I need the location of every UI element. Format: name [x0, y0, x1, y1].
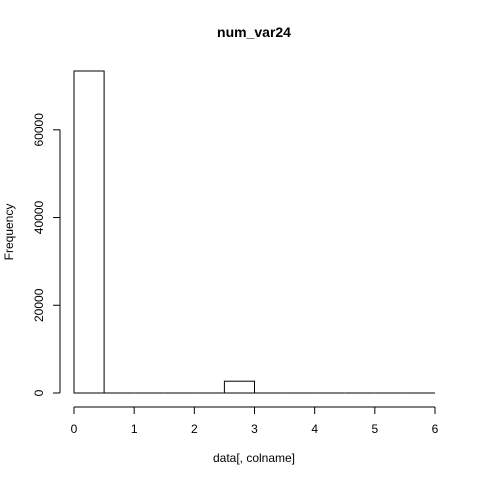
- y-tick-label: 40000: [32, 200, 46, 234]
- x-tick-label: 4: [311, 422, 318, 436]
- x-axis-label: data[, colname]: [213, 451, 295, 465]
- x-tick-label: 0: [71, 422, 78, 436]
- x-tick-label: 5: [371, 422, 378, 436]
- histogram-bar: [223, 380, 255, 394]
- histogram-bar: [73, 70, 105, 394]
- x-axis: 0 1 2 3 4 5 6: [71, 406, 439, 436]
- x-tick-label: 2: [191, 422, 198, 436]
- histogram-bars: [73, 70, 435, 394]
- y-axis: 0 20000 40000 60000: [32, 113, 61, 396]
- y-tick-label: 0: [32, 389, 46, 396]
- y-tick-label: 60000: [32, 113, 46, 147]
- y-axis-label: Frequency: [2, 204, 16, 261]
- chart-title: num_var24: [217, 24, 291, 40]
- y-tick-label: 20000: [32, 288, 46, 322]
- x-tick-label: 6: [432, 422, 439, 436]
- x-tick-label: 1: [131, 422, 138, 436]
- x-tick-label: 3: [251, 422, 258, 436]
